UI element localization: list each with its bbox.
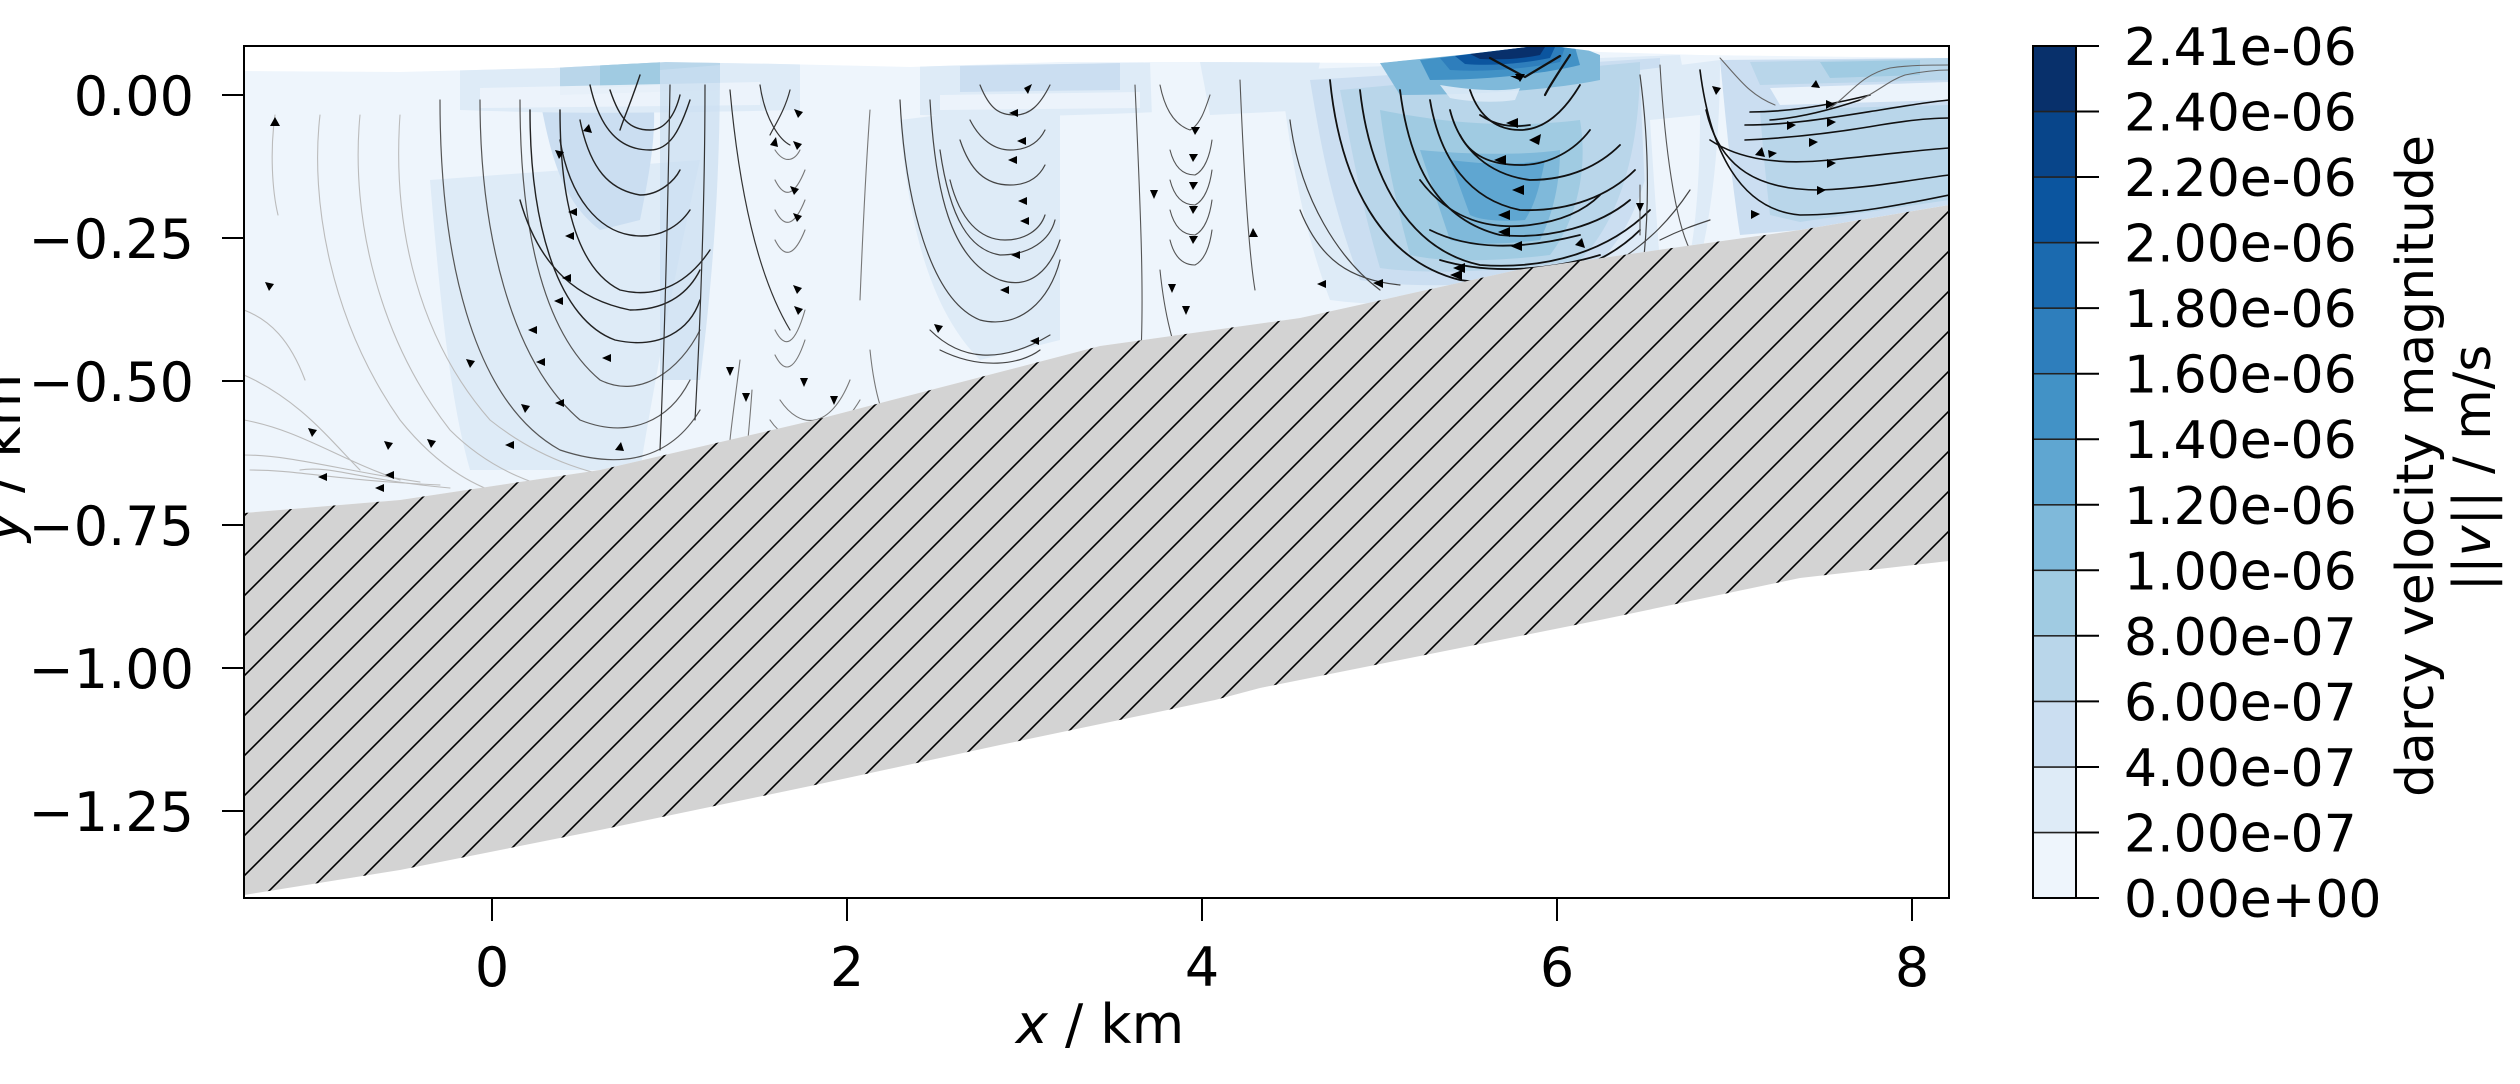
y-tick-label: −0.25	[29, 208, 194, 271]
colorbar-tick-label: 2.41e-06	[2124, 18, 2357, 78]
y-tick-label: −0.50	[29, 351, 194, 414]
x-axis-label: x / km	[1014, 993, 1184, 1056]
colorbar-title-line2: ||v|| / m/s	[2443, 345, 2503, 592]
plot-area	[244, 47, 1949, 895]
colorbar-tick-label: 1.20e-06	[2124, 477, 2357, 537]
streamline-arrows	[265, 74, 1836, 492]
y-axis: 0.00 −0.25 −0.50 −0.75 −1.00 −1.25 y / k…	[0, 65, 244, 844]
x-tick-label: 8	[1895, 936, 1929, 999]
colorbar-tick-label: 1.00e-06	[2124, 542, 2357, 602]
colorbar-tick-label: 2.00e-06	[2124, 215, 2357, 275]
x-axis: 0 2 4 6 8 x / km	[475, 898, 1929, 1056]
x-tick-label: 6	[1540, 936, 1574, 999]
colorbar-tick-label: 4.00e-07	[2124, 739, 2357, 799]
colorbar-tick-label: 8.00e-07	[2124, 608, 2357, 668]
x-tick-label: 0	[475, 936, 509, 999]
colorbar-tick-label: 1.40e-06	[2124, 411, 2357, 471]
y-tick-label: −1.25	[29, 781, 194, 844]
colorbar-tick-label: 2.00e-07	[2124, 805, 2357, 865]
y-tick-label: −1.00	[29, 638, 194, 701]
colorbar-tick-label: 2.40e-06	[2124, 84, 2357, 144]
rock-layer	[244, 205, 1949, 895]
colorbar-tick-label: 2.20e-06	[2124, 149, 2357, 209]
y-tick-label: 0.00	[74, 65, 194, 128]
y-axis-label: y / km	[0, 374, 33, 544]
x-tick-label: 4	[1185, 936, 1219, 999]
colorbar-swatches	[2032, 45, 2077, 899]
plot-frame	[243, 45, 1950, 899]
y-tick-label: −0.75	[29, 495, 194, 558]
colorbar-title-line1: darcy velocity magnitude	[2386, 135, 2446, 797]
colorbar-tick-label: 6.00e-07	[2124, 673, 2357, 733]
colorbar-tick-label: 0.00e+00	[2124, 870, 2382, 930]
colorbar-tick-label: 1.60e-06	[2124, 346, 2357, 406]
x-tick-label: 2	[830, 936, 864, 999]
colorbar: 0.00e+00 2.00e-07 4.00e-07 6.00e-07 8.00…	[2032, 18, 2503, 930]
colorbar-tick-label: 1.80e-06	[2124, 280, 2357, 340]
